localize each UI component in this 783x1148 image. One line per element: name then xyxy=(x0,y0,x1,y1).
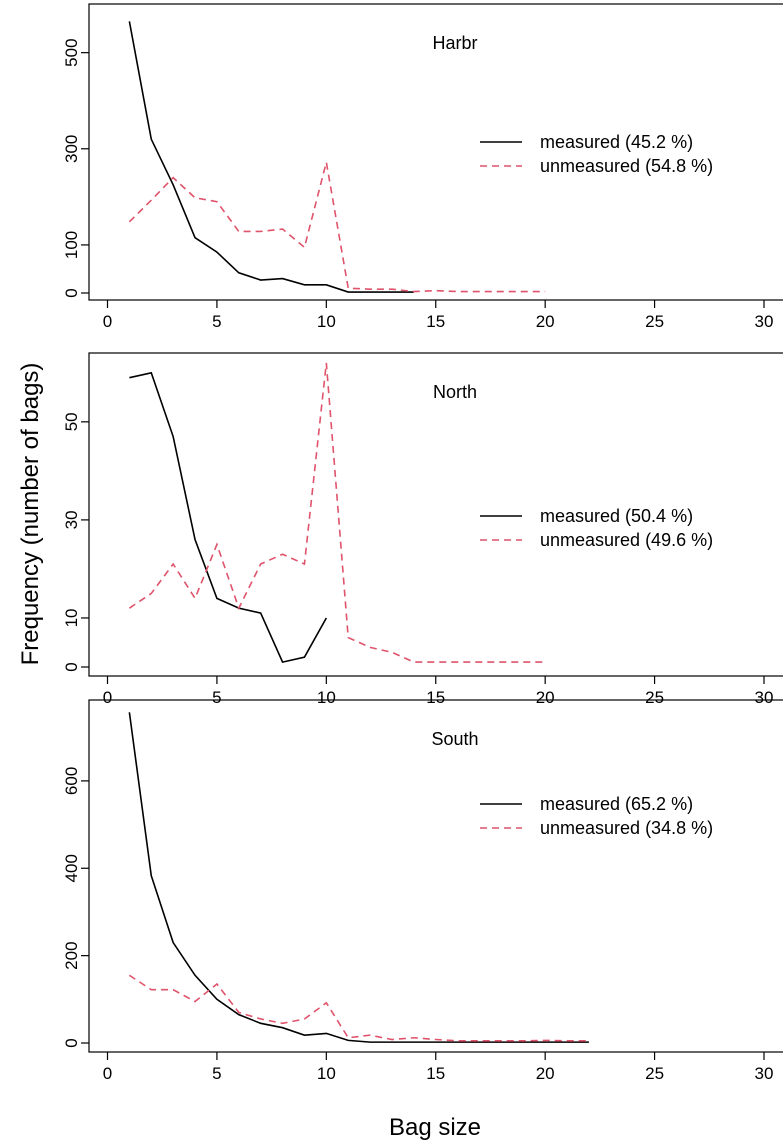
series-line-measured xyxy=(129,371,328,664)
x-tick-label: 0 xyxy=(103,312,112,331)
panel-south: 0 5 10 15 20 25 30 0 200 400 600 South measured (65.… xyxy=(62,699,783,1083)
figure-ylabel: Frequency (number of bags) xyxy=(17,363,44,666)
y-tick-label: 600 xyxy=(62,767,81,795)
legend-entry: measured (50.4 %) xyxy=(540,506,693,526)
x-tick-label: 15 xyxy=(426,1064,445,1083)
x-tick-label: 25 xyxy=(645,312,664,331)
x-tick-label: 20 xyxy=(536,1064,555,1083)
y-tick-label: 50 xyxy=(62,412,81,431)
y-tick-label: 500 xyxy=(62,38,81,66)
x-tick-label: 0 xyxy=(103,1064,112,1083)
figure-xlabel: Bag size xyxy=(389,1114,481,1141)
x-tick-label: 20 xyxy=(536,688,555,707)
panel-north: 0 5 10 15 20 25 30 0 10 30 50 North measured (50.4 %… xyxy=(62,352,783,707)
legend-entry: unmeasured (34.8 %) xyxy=(540,818,713,838)
panel-title: South xyxy=(431,729,478,749)
x-tick-label: 15 xyxy=(426,688,445,707)
y-tick-label: 100 xyxy=(62,231,81,259)
y-tick-label: 10 xyxy=(62,609,81,628)
plot-frame xyxy=(88,699,783,1053)
x-tick-label: 5 xyxy=(212,688,221,707)
series-line-unmeasured xyxy=(128,974,589,1042)
x-tick-label: 0 xyxy=(103,688,112,707)
y-tick-label: 200 xyxy=(62,941,81,969)
x-tick-label: 5 xyxy=(212,312,221,331)
x-tick-label: 10 xyxy=(317,688,336,707)
y-tick-label: 30 xyxy=(62,510,81,529)
series-line-unmeasured xyxy=(128,362,546,663)
x-tick-label: 30 xyxy=(755,1064,774,1083)
plot-frame xyxy=(88,3,783,301)
panel-title: Harbr xyxy=(432,33,477,53)
x-tick-label: 10 xyxy=(317,1064,336,1083)
y-tick-label: 0 xyxy=(62,662,81,671)
series-line-measured xyxy=(128,21,414,293)
x-tick-label: 15 xyxy=(426,312,445,331)
x-tick-label: 25 xyxy=(645,1064,664,1083)
y-tick-label: 0 xyxy=(62,1038,81,1047)
y-tick-label: 400 xyxy=(62,854,81,882)
y-tick-label: 300 xyxy=(62,135,81,163)
x-tick-label: 10 xyxy=(317,312,336,331)
x-tick-label: 5 xyxy=(212,1064,221,1083)
x-tick-label: 30 xyxy=(755,688,774,707)
legend-entry: unmeasured (49.6 %) xyxy=(540,530,713,550)
x-tick-label: 25 xyxy=(645,688,664,707)
panel-title: North xyxy=(433,382,477,402)
series-line-measured xyxy=(128,712,589,1043)
series-line-unmeasured xyxy=(128,162,546,293)
x-tick-label: 20 xyxy=(536,312,555,331)
legend-entry: unmeasured (54.8 %) xyxy=(540,156,713,176)
legend-entry: measured (65.2 %) xyxy=(540,794,693,814)
plot-frame xyxy=(88,352,783,677)
legend-entry: measured (45.2 %) xyxy=(540,132,693,152)
x-tick-label: 30 xyxy=(755,312,774,331)
y-tick-label: 0 xyxy=(62,288,81,297)
